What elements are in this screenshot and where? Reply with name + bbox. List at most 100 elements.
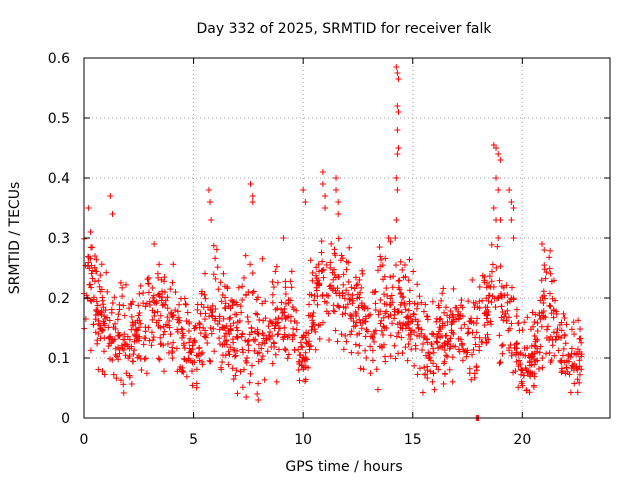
- data-point: [314, 301, 321, 308]
- data-point: [323, 299, 330, 306]
- data-point: [282, 315, 289, 322]
- data-point: [255, 380, 262, 387]
- data-point: [576, 363, 583, 370]
- data-point: [232, 352, 239, 359]
- data-point: [183, 318, 190, 325]
- data-point: [116, 346, 123, 353]
- data-point: [316, 335, 323, 342]
- data-point: [538, 323, 545, 330]
- data-point: [221, 304, 228, 311]
- data-point: [226, 331, 233, 338]
- data-point: [198, 288, 205, 295]
- data-point: [335, 303, 342, 310]
- data-point: [234, 390, 241, 397]
- data-point: [395, 145, 402, 151]
- data-point: [367, 370, 374, 377]
- data-point: [498, 303, 505, 310]
- data-point: [553, 308, 560, 315]
- data-point: [441, 322, 448, 329]
- data-point: [524, 314, 531, 321]
- data-point: [251, 347, 258, 354]
- data-point: [288, 284, 295, 291]
- data-point: [101, 322, 108, 329]
- data-point: [393, 333, 400, 340]
- data-point: [484, 331, 491, 338]
- data-point: [274, 305, 281, 312]
- data-point: [140, 341, 147, 348]
- data-point: [486, 273, 493, 280]
- data-point: [256, 316, 263, 323]
- data-point: [440, 285, 447, 292]
- data-point: [492, 304, 499, 311]
- data-point: [399, 350, 406, 357]
- data-point: [552, 336, 559, 343]
- data-point: [109, 211, 116, 217]
- data-point: [553, 310, 560, 317]
- data-point: [400, 274, 407, 281]
- data-point: [89, 267, 96, 274]
- data-point: [106, 340, 113, 347]
- data-point: [323, 292, 330, 299]
- data-point: [348, 313, 355, 320]
- data-point: [155, 274, 162, 281]
- data-point: [201, 316, 208, 323]
- data-point: [93, 307, 100, 314]
- data-point: [355, 350, 362, 357]
- data-point: [155, 355, 162, 362]
- data-point: [137, 320, 144, 327]
- data-point: [547, 359, 554, 366]
- data-point: [217, 279, 224, 286]
- data-point: [405, 307, 412, 314]
- data-point: [330, 276, 337, 283]
- data-point: [233, 367, 240, 374]
- data-point: [338, 331, 345, 338]
- data-point: [439, 333, 446, 340]
- data-point: [212, 255, 219, 262]
- data-point: [222, 352, 229, 359]
- data-point: [493, 264, 500, 271]
- data-point: [192, 322, 199, 329]
- data-point: [425, 355, 432, 362]
- data-point: [526, 362, 533, 369]
- data-point: [269, 278, 276, 285]
- data-point: [183, 373, 190, 380]
- data-point: [543, 350, 550, 357]
- data-point: [148, 329, 155, 336]
- data-point: [483, 284, 490, 291]
- data-point: [197, 330, 204, 337]
- data-point: [546, 302, 553, 309]
- data-point: [149, 337, 156, 344]
- data-point: [245, 347, 252, 354]
- data-point: [295, 358, 302, 365]
- data-point: [126, 374, 133, 381]
- data-point: [119, 284, 126, 291]
- data-point: [344, 301, 351, 308]
- data-point: [345, 291, 352, 298]
- data-point: [330, 307, 337, 314]
- tick-labels: 0 5 10 15 20 0 0.1 0.2 0.3 0.4 0.5 0.6: [48, 51, 532, 448]
- data-point: [397, 301, 404, 308]
- data-point: [227, 323, 234, 330]
- data-point: [243, 292, 250, 299]
- data-point: [342, 304, 349, 311]
- data-point: [230, 298, 237, 305]
- data-point: [540, 314, 547, 321]
- data-point: [497, 359, 504, 366]
- data-point: [322, 193, 329, 199]
- data-point: [289, 336, 296, 343]
- data-point: [320, 319, 327, 326]
- data-point: [393, 64, 400, 70]
- data-point: [335, 235, 342, 242]
- data-point: [414, 321, 421, 328]
- data-point: [471, 370, 478, 377]
- data-point: [561, 314, 568, 321]
- data-point: [155, 322, 162, 329]
- data-point: [246, 379, 253, 386]
- data-point: [354, 291, 361, 298]
- data-point: [194, 301, 201, 308]
- data-point: [348, 349, 355, 356]
- y-axis-label: SRMTID / TECUs: [7, 182, 23, 295]
- data-point: [489, 268, 496, 275]
- data-point: [219, 359, 226, 366]
